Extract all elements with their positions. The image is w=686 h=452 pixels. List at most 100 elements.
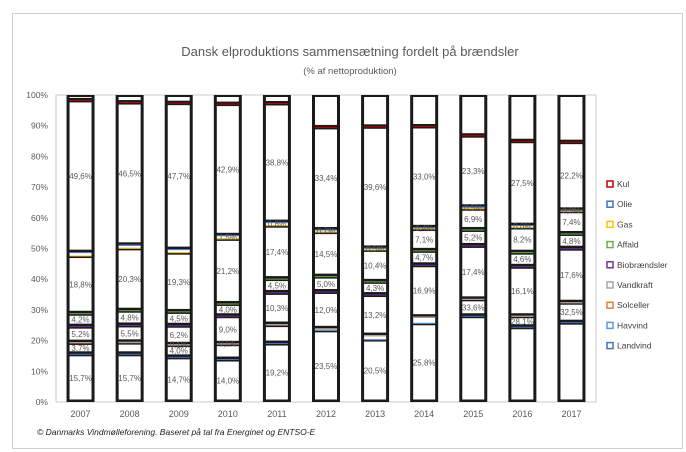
legend-label: Kul	[617, 179, 629, 189]
legend-label: Affald	[617, 240, 639, 250]
data-label: 17,4%	[462, 268, 485, 277]
legend-label: Vandkraft	[617, 280, 653, 290]
legend-swatch	[606, 321, 614, 330]
data-label: 13,2%	[364, 311, 387, 320]
bar-remainder	[69, 97, 92, 98]
data-label: 38,8%	[266, 159, 289, 168]
data-label: 16,9%	[413, 287, 436, 296]
bar-segment	[413, 231, 436, 248]
data-label: 23,5%	[315, 362, 338, 371]
bar-segment	[511, 329, 534, 400]
bar-segment	[167, 105, 190, 247]
x-tick-label: 2012	[316, 409, 336, 419]
bar-segment	[511, 143, 534, 223]
bar-segment	[315, 293, 337, 326]
legend-label: Biobrændsler	[617, 260, 668, 270]
y-tick-label: 10%	[31, 366, 48, 376]
data-label: 14,0%	[216, 377, 239, 386]
data-label: 20,3%	[118, 275, 141, 284]
bar-segment	[462, 210, 485, 227]
y-tick-label: 90%	[31, 121, 48, 131]
bar-segment	[216, 305, 239, 314]
x-tick-label: 2013	[365, 409, 385, 419]
data-label: 1,5%	[219, 233, 237, 242]
data-label: 16,1%	[511, 287, 534, 296]
bar-segment	[462, 247, 485, 297]
bar-segment	[216, 235, 239, 239]
data-label: 19,3%	[167, 278, 190, 287]
data-label: 0,7%	[317, 227, 335, 236]
bar-segment	[413, 267, 436, 315]
bar-segment	[413, 316, 436, 323]
bar-remainder	[315, 97, 337, 125]
bar-segment	[315, 278, 337, 289]
bar-segment	[69, 102, 92, 250]
data-label: 4,3%	[366, 284, 384, 293]
y-tick-label: 60%	[31, 213, 48, 223]
data-label: 7,1%	[415, 235, 433, 244]
bar-segment	[364, 283, 387, 293]
bar-segment	[413, 128, 436, 225]
bar-segment	[364, 335, 387, 340]
x-tick-label: 2014	[414, 409, 434, 419]
data-label: 12,0%	[315, 306, 338, 315]
data-label: 4,0%	[219, 306, 237, 315]
x-tick-label: 2007	[71, 409, 91, 419]
bar-segment	[216, 361, 239, 400]
x-tick-label: 2016	[512, 409, 532, 419]
chart-frame	[12, 13, 683, 449]
bar-segment	[511, 254, 534, 264]
bar-segment	[118, 327, 141, 340]
bar-segment	[167, 313, 190, 323]
data-label: 33,4%	[315, 174, 338, 183]
bar-segment	[315, 332, 337, 400]
bar-segment	[118, 244, 141, 248]
data-label: 7,4%	[562, 218, 580, 227]
legend-swatch	[606, 180, 614, 188]
bar-segment	[216, 346, 239, 357]
y-tick-label: 80%	[31, 151, 48, 161]
bar-segment	[413, 252, 436, 263]
y-tick-label: 100%	[26, 90, 48, 100]
data-label: 23,3%	[462, 167, 485, 176]
bar-remainder	[364, 97, 387, 125]
data-label: 39,6%	[364, 183, 387, 192]
data-label: 14,5%	[315, 250, 338, 259]
data-label: 0,8%	[268, 220, 286, 229]
data-label: 17,6%	[560, 271, 583, 280]
data-label: 47,7%	[167, 172, 190, 181]
data-label: 4,6%	[513, 255, 531, 264]
data-label: 15,7%	[69, 374, 92, 383]
data-label: 32,5%	[560, 308, 583, 317]
data-label: 33,0%	[413, 173, 436, 182]
bar-segment	[69, 328, 92, 340]
bar-segment	[511, 318, 534, 325]
x-tick-label: 2009	[169, 409, 189, 419]
bar-remainder	[265, 97, 288, 101]
y-tick-label: 40%	[31, 274, 48, 284]
bar-remainder	[462, 97, 485, 134]
x-tick-label: 2008	[120, 409, 140, 419]
bar-segment	[118, 356, 141, 400]
legend-label: Havvind	[617, 320, 648, 330]
x-tick-label: 2015	[463, 409, 483, 419]
bar-segment	[315, 229, 337, 232]
legend-label: Landvind	[617, 341, 652, 351]
legend-swatch	[606, 281, 614, 289]
data-label: 22,2%	[560, 172, 583, 181]
y-tick-label: 70%	[31, 182, 48, 192]
bar-segment	[364, 128, 387, 246]
data-label: 0,3%	[562, 206, 580, 215]
bar-segment	[216, 240, 239, 301]
data-label: 27,5%	[511, 179, 534, 188]
data-label: 6,9%	[464, 215, 482, 224]
bar-segment	[265, 327, 288, 341]
data-label: 5,5%	[121, 329, 139, 338]
bar-segment	[315, 129, 337, 227]
data-label: 4,8%	[562, 237, 580, 246]
bar-segment	[462, 137, 485, 205]
data-label: 20,5%	[364, 367, 387, 376]
chart-title: Dansk elproduktions sammensætning fordel…	[181, 44, 519, 59]
data-label: 25,8%	[413, 358, 436, 367]
